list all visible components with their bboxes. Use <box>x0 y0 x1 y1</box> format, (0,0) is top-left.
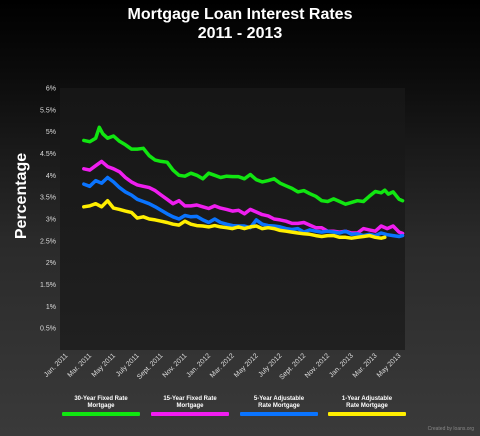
x-tick-label: Mar. 2011 <box>67 352 94 379</box>
x-tick-label: Mar. 2013 <box>352 352 379 379</box>
chart-title-line2: 2011 - 2013 <box>197 25 283 42</box>
chart-title: Mortgage Loan Interest Rates 2011 - 2013 <box>0 5 480 43</box>
x-tick-label: Jan. 2011 <box>43 352 69 378</box>
legend-label-line1: 15-Year Fixed Rate <box>163 396 217 402</box>
chart-title-line1: Mortgage Loan Interest Rates <box>127 6 353 23</box>
legend-label-line2: Mortgage <box>87 403 115 409</box>
x-tick-label: Jan. 2012 <box>185 352 212 379</box>
legend-item-5-year: 5-Year Adjustable Rate Mortgage <box>234 396 324 416</box>
legend-label-line1: 5-Year Adjustable <box>253 396 305 402</box>
y-tick-label: 4.5% <box>40 151 56 158</box>
x-tick-label: Jan. 2013 <box>328 352 355 379</box>
legend-item-15-year: 15-Year Fixed Rate Mortgage <box>145 396 235 416</box>
series-line-2 <box>82 175 405 239</box>
legend-item-30-year: 30-Year Fixed Rate Mortgage <box>56 396 146 416</box>
x-tick-label: Sept. 2011 <box>136 352 165 381</box>
legend-label-line1: 30-Year Fixed Rate <box>74 396 128 402</box>
credit-text: Created by loans.org <box>427 426 474 432</box>
legend-swatch <box>151 412 229 416</box>
y-tick-label: 0.5% <box>40 326 56 333</box>
legend-label-line2: Rate Mortgage <box>258 403 300 409</box>
y-tick-label: 2.5% <box>40 238 56 245</box>
legend-label-line2: Mortgage <box>176 403 204 409</box>
legend-swatch <box>240 412 318 416</box>
y-tick-label: 4% <box>46 173 56 180</box>
y-tick-label: 3.5% <box>40 195 56 202</box>
plot-area <box>60 88 405 350</box>
y-tick-label: 5% <box>46 129 56 136</box>
y-tick-label: 5.5% <box>40 107 56 114</box>
x-tick-label: Nov. 2012 <box>304 352 331 379</box>
y-tick-label: 2% <box>46 260 56 267</box>
legend-label-line2: Rate Mortgage <box>346 403 388 409</box>
legend-swatch <box>328 412 406 416</box>
y-tick-label: 1% <box>46 304 56 311</box>
legend: 30-Year Fixed Rate Mortgage 15-Year Fixe… <box>0 396 480 426</box>
x-tick-label: Mar. 2012 <box>209 352 236 379</box>
legend-label-line1: 1-Year Adjustable <box>341 396 393 402</box>
y-tick-label: 3% <box>46 217 56 224</box>
x-tick-label: Nov. 2011 <box>162 352 189 379</box>
y-tick-label: 6% <box>46 86 56 93</box>
x-tick-label: May 2012 <box>233 352 260 379</box>
x-tick-label: May 2013 <box>376 352 403 379</box>
legend-item-1-year: 1-Year Adjustable Rate Mortgage <box>322 396 412 416</box>
series-lines <box>82 125 405 240</box>
x-tick-label: May 2011 <box>91 352 117 378</box>
series-line-0 <box>82 125 405 206</box>
series-line-3 <box>82 198 387 240</box>
legend-swatch <box>62 412 140 416</box>
y-tick-label: 1.5% <box>40 282 56 289</box>
y-axis-ticks: 6% 5.5% 5% 4.5% 4% 3.5% 3% 2.5% 2% 1.5% 1% 0.5% <box>40 86 56 333</box>
